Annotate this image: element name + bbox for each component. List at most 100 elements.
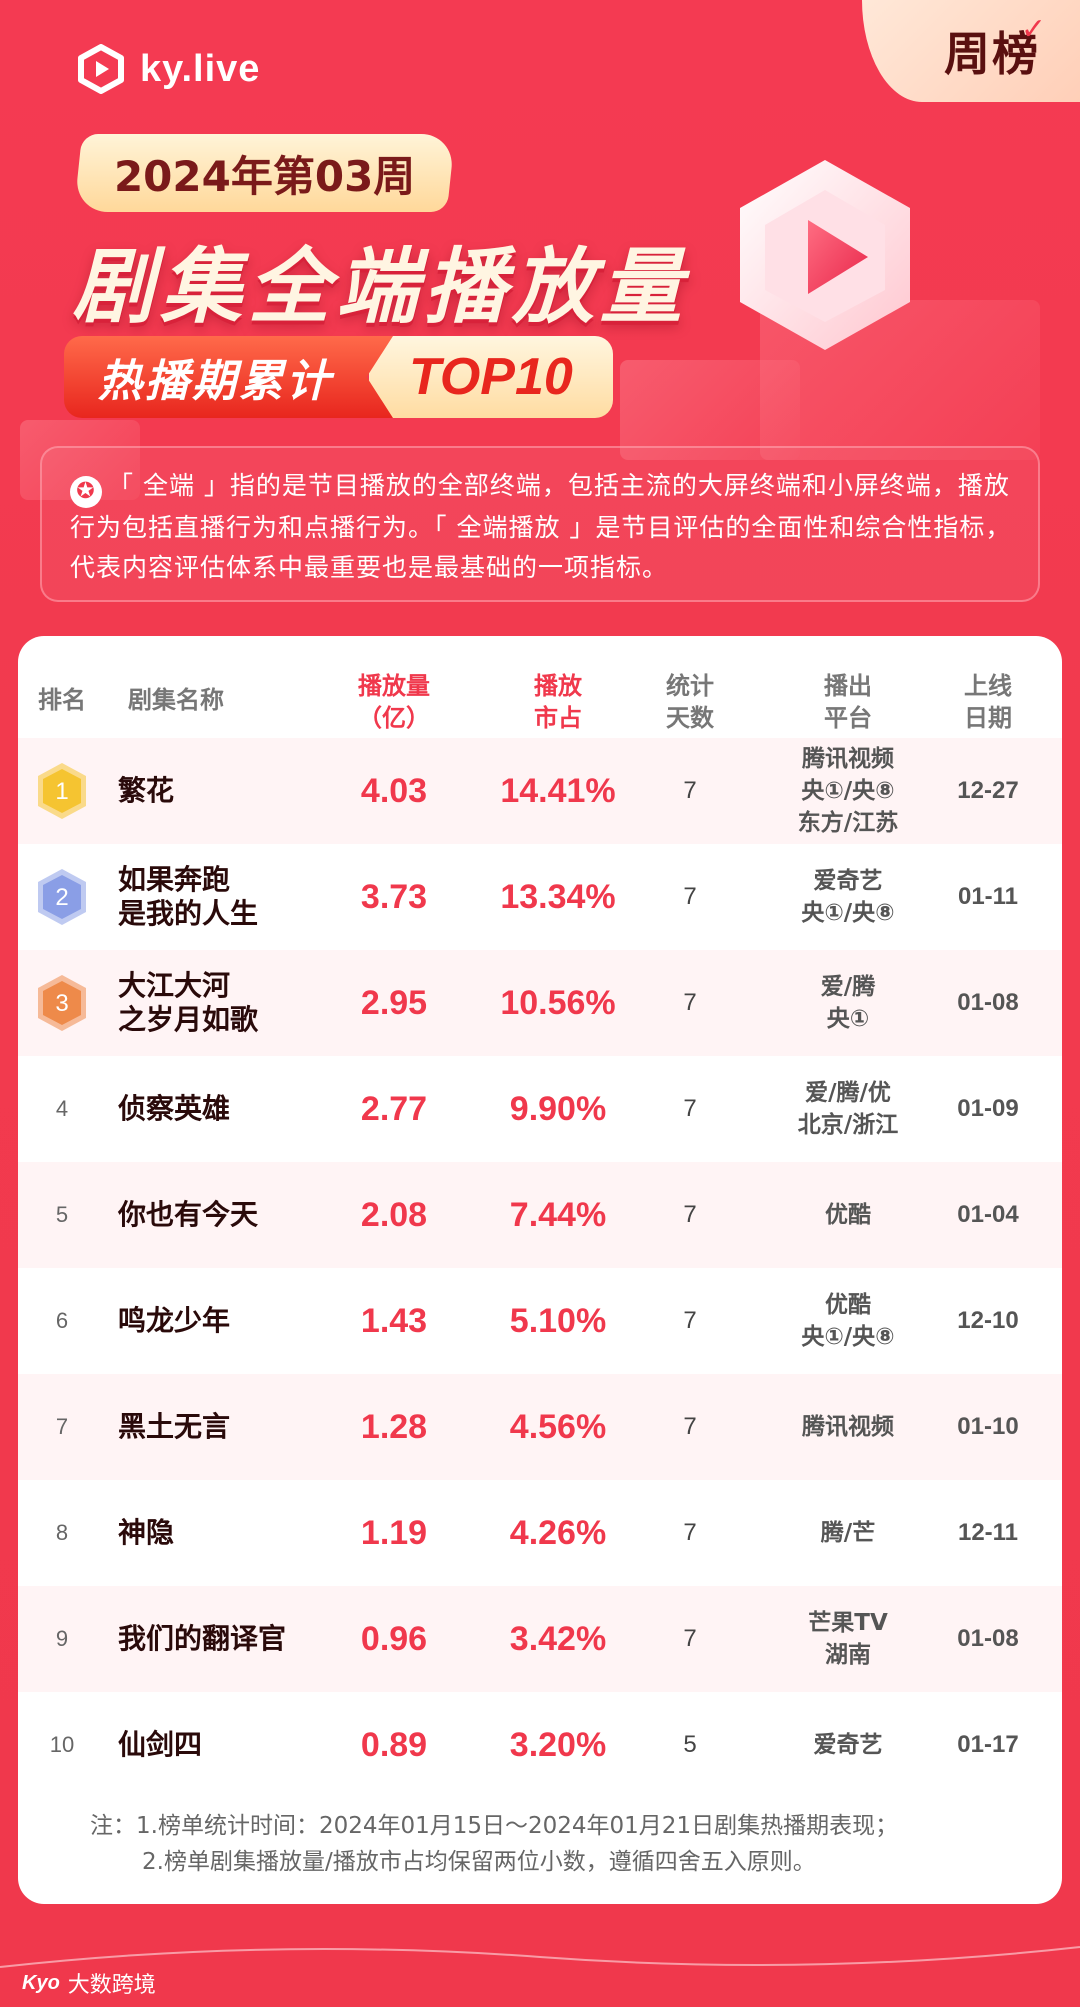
header-share-2: 市占: [534, 704, 582, 732]
date-value: 12-11: [957, 1519, 1019, 1546]
footer-text: 大数跨境: [67, 1973, 156, 1998]
platform-line: 腾/芒: [820, 1520, 876, 1546]
week-tag-label: 周榜 ✓: [944, 12, 1046, 84]
ranking-table: 排名 剧集名称 播放量 （亿） 播放 市占 统计 天数 播出 平台 上线 日期 …: [18, 636, 1062, 1904]
logo-text: ky.live: [140, 47, 261, 90]
series-name: 黑土无言: [118, 1410, 230, 1444]
name-cell: 我们的翻译官: [118, 1586, 348, 1692]
platform-list: 腾讯视频 央①/央⑧ 东方/江苏: [798, 743, 898, 839]
subtitle-right: TOP10: [369, 336, 613, 418]
share-value: 9.90%: [509, 1089, 607, 1128]
date-value: 12-27: [957, 777, 1019, 804]
share-cell: 5.10%: [488, 1268, 628, 1374]
platform-line: 东方/江苏: [797, 810, 899, 836]
views-cell: 0.89: [334, 1692, 454, 1798]
rank-number: 2: [55, 884, 68, 911]
share-value: 4.56%: [509, 1407, 607, 1446]
date-cell: 12-10: [938, 1268, 1038, 1374]
platform-list: 爱奇艺 央①/央⑧: [801, 865, 894, 929]
header-name: 剧集名称: [128, 686, 224, 714]
share-cell: 9.90%: [488, 1056, 628, 1162]
description-text: ✪ 「 全端 」指的是节目播放的全部终端，包括主流的大屏终端和小屏终端，播放行为包…: [70, 466, 1014, 588]
days-cell: 7: [650, 738, 730, 844]
table-header: 排名 剧集名称 播放量 （亿） 播放 市占 统计 天数 播出 平台 上线 日期: [18, 636, 1062, 738]
share-value: 5.10%: [509, 1301, 607, 1340]
description-box: ✪ 「 全端 」指的是节目播放的全部终端，包括主流的大屏终端和小屏终端，播放行为包…: [40, 446, 1040, 602]
header-rank: 排名: [38, 686, 86, 714]
platform-list: 优酷: [825, 1199, 871, 1231]
series-name-line-2: 之岁月如歌: [118, 1003, 259, 1036]
share-value: 4.26%: [509, 1513, 607, 1552]
header-views-2: （亿）: [358, 704, 430, 732]
platform-cell: 腾讯视频: [768, 1374, 928, 1480]
table-row: 3 大江大河 之岁月如歌 2.95 10.56% 7 爱/腾 央① 01-08: [18, 950, 1062, 1056]
platform-line: 爱奇艺: [813, 868, 883, 894]
views-value: 0.96: [360, 1619, 428, 1658]
name-cell: 侦察英雄: [118, 1056, 348, 1162]
table-row: 8 神隐 1.19 4.26% 7 腾/芒 12-11: [18, 1480, 1062, 1586]
brand-logo: ky.live: [76, 44, 260, 94]
share-cell: 3.42%: [488, 1586, 628, 1692]
views-value: 1.19: [360, 1513, 428, 1552]
series-name-line-1: 我们的翻译官: [118, 1622, 287, 1655]
header-platform-1: 播出: [824, 672, 872, 700]
header-date-2: 日期: [964, 704, 1012, 732]
table-notes: 注：1.榜单统计时间：2024年01月15日～2024年01月21日剧集热播期表…: [18, 1808, 1062, 1880]
rank-cell: 6: [32, 1268, 92, 1374]
platform-cell: 腾/芒: [768, 1480, 928, 1586]
table-row: 1 繁花 4.03 14.41% 7 腾讯视频 央①/央⑧ 东方/江苏 12-27: [18, 738, 1062, 844]
check-icon: ✓: [1020, 12, 1048, 47]
views-cell: 0.96: [334, 1586, 454, 1692]
series-name: 仙剑四: [118, 1728, 202, 1762]
days-cell: 7: [650, 1268, 730, 1374]
series-name: 繁花: [118, 774, 174, 808]
platform-line: 央①/央⑧: [801, 1324, 895, 1350]
rank-number: 3: [55, 990, 68, 1017]
table-row: 9 我们的翻译官 0.96 3.42% 7 芒果TV 湖南 01-08: [18, 1586, 1062, 1692]
platform-list: 腾/芒: [821, 1517, 875, 1549]
description-content: 「 全端 」指的是节目播放的全部终端，包括主流的大屏终端和小屏终端，播放行为包括…: [70, 471, 1012, 582]
platform-cell: 爱奇艺: [768, 1692, 928, 1798]
rank-number: 1: [55, 778, 68, 805]
days-value: 7: [683, 1095, 697, 1122]
rank-cell: 5: [32, 1162, 92, 1268]
name-cell: 如果奔跑 是我的人生: [118, 844, 348, 950]
header-date: 上线 日期: [948, 670, 1028, 734]
days-cell: 5: [650, 1692, 730, 1798]
platform-cell: 芒果TV 湖南: [768, 1586, 928, 1692]
rank-cell: 4: [32, 1056, 92, 1162]
platform-cell: 优酷: [768, 1162, 928, 1268]
rank-cell: 8: [32, 1480, 92, 1586]
days-cell: 7: [650, 1162, 730, 1268]
date-value: 01-08: [957, 1625, 1019, 1652]
share-cell: 10.56%: [488, 950, 628, 1056]
series-name: 鸣龙少年: [118, 1304, 230, 1338]
rank-number: 7: [55, 1414, 69, 1439]
series-name-line-1: 大江大河: [118, 969, 231, 1002]
series-name: 我们的翻译官: [118, 1622, 286, 1656]
platform-line: 北京/浙江: [797, 1112, 899, 1138]
series-name-line-1: 如果奔跑: [118, 863, 231, 896]
share-cell: 13.34%: [488, 844, 628, 950]
date-cell: 12-11: [938, 1480, 1038, 1586]
name-cell: 仙剑四: [118, 1692, 348, 1798]
platform-line: 爱/腾/优: [805, 1080, 891, 1106]
views-cell: 1.43: [334, 1268, 454, 1374]
platform-line: 腾讯视频: [802, 1414, 894, 1440]
note-line-2: 2.榜单剧集播放量/播放市占均保留两位小数，遵循四舍五入原则。: [142, 1849, 816, 1875]
note-line-1: 注：1.榜单统计时间：2024年01月15日～2024年01月21日剧集热播期表…: [90, 1813, 899, 1839]
name-cell: 繁花: [118, 738, 348, 844]
share-cell: 7.44%: [488, 1162, 628, 1268]
series-name-line-1: 繁花: [118, 774, 175, 807]
platform-cell: 优酷 央①/央⑧: [768, 1268, 928, 1374]
days-value: 7: [683, 1413, 697, 1440]
platform-line: 芒果TV: [808, 1610, 888, 1636]
share-value: 10.56%: [500, 983, 616, 1022]
rank-medal-icon: 1: [38, 763, 86, 819]
days-cell: 7: [650, 950, 730, 1056]
platform-line: 爱/腾: [820, 974, 876, 1000]
play-3d-icon: [740, 160, 910, 350]
share-value: 3.42%: [509, 1619, 607, 1658]
views-cell: 1.19: [334, 1480, 454, 1586]
share-value: 14.41%: [500, 771, 616, 810]
